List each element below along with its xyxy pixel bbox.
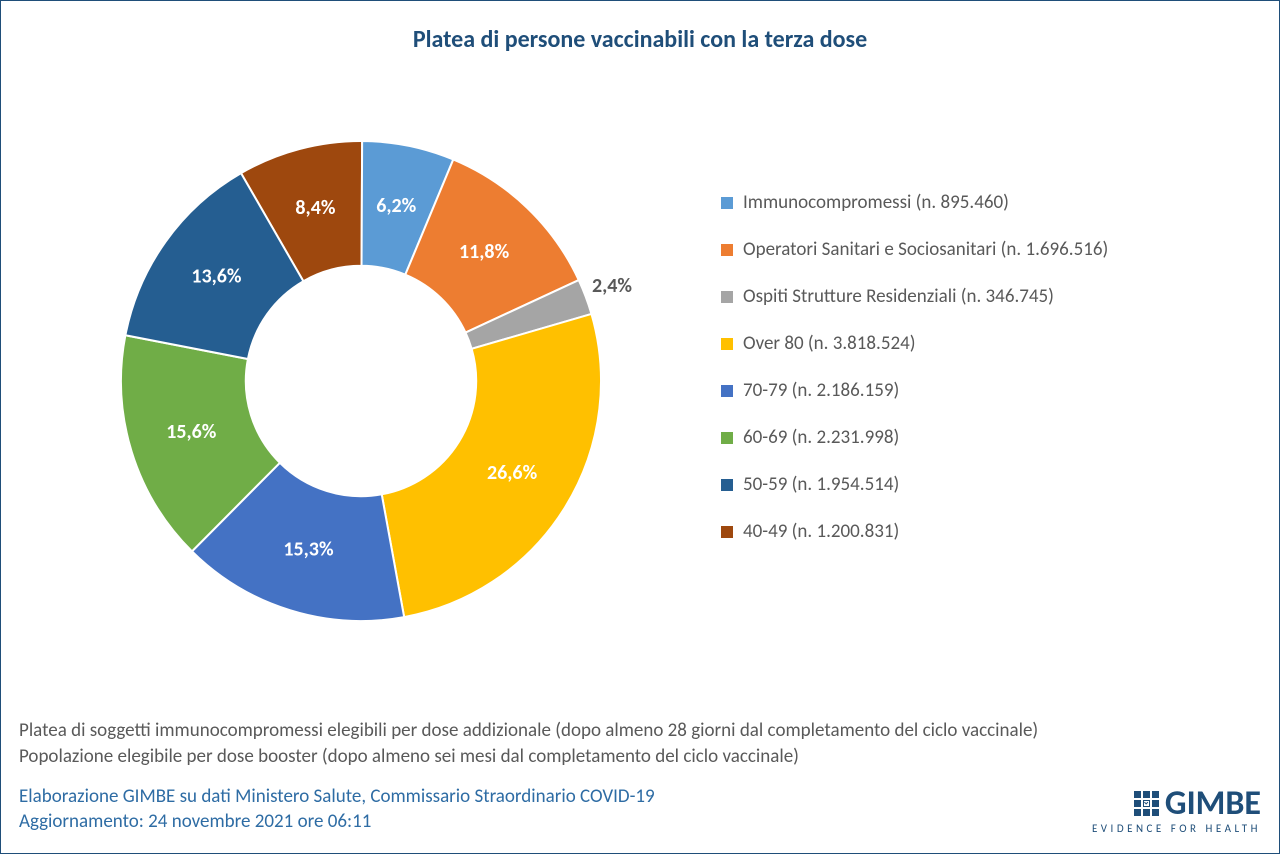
legend-swatch (721, 432, 733, 444)
slice-label: 15,6% (166, 420, 217, 444)
footnote-line: Popolazione elegibile per dose booster (… (19, 744, 1261, 770)
slice-label: 6,2% (376, 194, 416, 218)
logo-name: GIMBE (1165, 783, 1261, 824)
slice-label: 26,6% (487, 461, 538, 485)
source-text: Elaborazione GIMBE su dati Ministero Sal… (19, 784, 1261, 835)
slice-label: 2,4% (592, 274, 632, 298)
legend-swatch (721, 291, 733, 303)
legend-swatch (721, 385, 733, 397)
legend-label: Over 80 (n. 3.818.524) (743, 332, 916, 355)
footnote-line: Platea di soggetti immunocompromessi ele… (19, 718, 1261, 744)
legend-label: 40-49 (n. 1.200.831) (743, 520, 899, 543)
legend-item: 70-79 (n. 2.186.159) (721, 379, 1241, 402)
chart-title: Platea di persone vaccinabili con la ter… (1, 1, 1279, 54)
legend-swatch (721, 338, 733, 350)
legend-item: Over 80 (n. 3.818.524) (721, 332, 1241, 355)
slice-label: 11,8% (459, 240, 510, 264)
legend-swatch (721, 526, 733, 538)
slice-label: 15,3% (283, 537, 334, 561)
slice-label: 13,6% (191, 265, 242, 289)
legend-swatch (721, 479, 733, 491)
legend-swatch (721, 244, 733, 256)
logo-icon (1134, 791, 1159, 816)
legend-item: Ospiti Strutture Residenziali (n. 346.74… (721, 285, 1241, 308)
source-line: Aggiornamento: 24 novembre 2021 ore 06:1… (19, 809, 1261, 835)
legend-item: 40-49 (n. 1.200.831) (721, 520, 1241, 543)
footnote: Platea di soggetti immunocompromessi ele… (19, 718, 1261, 769)
legend-item: Immunocompromessi (n. 895.460) (721, 191, 1241, 214)
logo-text: GIMBE (1092, 783, 1261, 824)
legend-label: 50-59 (n. 1.954.514) (743, 473, 899, 496)
legend-item: Operatori Sanitari e Sociosanitari (n. 1… (721, 238, 1241, 261)
legend-label: Ospiti Strutture Residenziali (n. 346.74… (743, 285, 1054, 308)
source-line: Elaborazione GIMBE su dati Ministero Sal… (19, 784, 1261, 810)
legend-label: Immunocompromessi (n. 895.460) (743, 191, 1009, 214)
legend-label: Operatori Sanitari e Sociosanitari (n. 1… (743, 238, 1108, 261)
legend: Immunocompromessi (n. 895.460) Operatori … (721, 191, 1241, 567)
legend-swatch (721, 197, 733, 209)
gimbe-logo: GIMBE EVIDENCE FOR HEALTH (1092, 783, 1261, 835)
legend-label: 70-79 (n. 2.186.159) (743, 379, 899, 402)
logo-subtitle: EVIDENCE FOR HEALTH (1092, 822, 1261, 835)
slice-label: 8,4% (295, 196, 335, 220)
legend-item: 50-59 (n. 1.954.514) (721, 473, 1241, 496)
legend-item: 60-69 (n. 2.231.998) (721, 426, 1241, 449)
footer: Platea di soggetti immunocompromessi ele… (19, 718, 1261, 835)
donut-chart: 8,4% 6,2% 11,8% 2,4% 26,6% 15,3% 15,6% 13,6% (61, 91, 661, 651)
legend-label: 60-69 (n. 2.231.998) (743, 426, 899, 449)
